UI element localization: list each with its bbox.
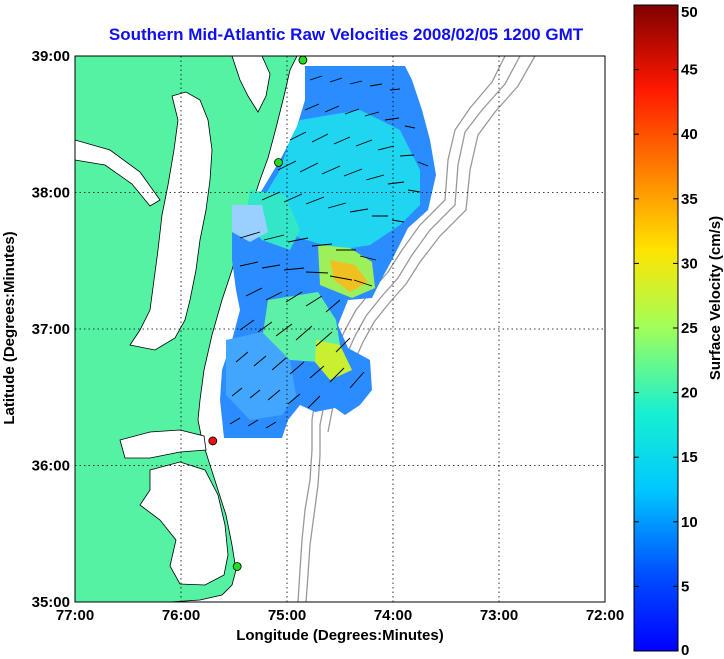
radar-site-marker [208, 436, 218, 446]
map-title: Southern Mid-Atlantic Raw Velocities 200… [109, 25, 584, 44]
x-tick-label: 75:00 [268, 607, 306, 624]
colorbar-tick-label: 45 [681, 62, 698, 79]
colorbar-tick-label: 0 [681, 642, 689, 659]
x-tick-label: 77:00 [56, 607, 94, 624]
colorbar-tick-label: 50 [681, 4, 698, 21]
y-tick-label: 35:00 [32, 594, 70, 611]
x-tick-label: 73:00 [480, 607, 518, 624]
plot-frame [74, 55, 606, 603]
velocity-field [220, 66, 436, 438]
x-tick-label: 76:00 [162, 607, 200, 624]
colorbar-tick-label: 20 [681, 385, 698, 402]
y-tick-label: 38:00 [32, 185, 70, 202]
y-tick-label: 37:00 [32, 321, 70, 338]
colorbar: 0 5 10 15 20 25 30 35 40 45 50 Surface Velocity (c… [633, 4, 724, 659]
colorbar-tick-label: 25 [681, 320, 698, 337]
grid-lines [75, 56, 605, 602]
map-plot-area [75, 56, 605, 602]
potomac-river [75, 139, 161, 207]
y-tick-label: 39:00 [32, 48, 70, 65]
colorbar-tick-label: 10 [681, 514, 698, 531]
radar-site-marker [274, 158, 283, 167]
colorbar-tick-label: 30 [681, 255, 698, 272]
pamlico-sound [139, 461, 229, 586]
x-axis-ticks: 77:00 76:00 75:00 74:00 73:00 72:00 [56, 607, 624, 624]
x-tick-label: 74:00 [374, 607, 412, 624]
y-axis-label: Latitude (Degrees:Minutes) [1, 231, 18, 424]
radar-site-marker [232, 562, 242, 571]
chesapeake-bay [129, 91, 213, 351]
x-tick-label: 72:00 [586, 607, 624, 624]
albemarle-sound [119, 429, 207, 459]
colorbar-tick-label: 35 [681, 191, 698, 208]
colorbar-tick-label: 5 [681, 578, 689, 595]
radar-site-marker [298, 56, 308, 65]
x-axis-label: Longitude (Degrees:Minutes) [236, 627, 444, 644]
colorbar-gradient [633, 4, 679, 652]
y-axis-ticks: 35:00 36:00 37:00 38:00 39:00 [32, 48, 70, 611]
colorbar-tick-label: 15 [681, 449, 698, 466]
delaware-bay [231, 56, 271, 113]
colorbar-label: Surface Velocity (cm/s) [707, 216, 724, 380]
colorbar-tick-label: 40 [681, 126, 698, 143]
y-tick-label: 36:00 [32, 458, 70, 475]
